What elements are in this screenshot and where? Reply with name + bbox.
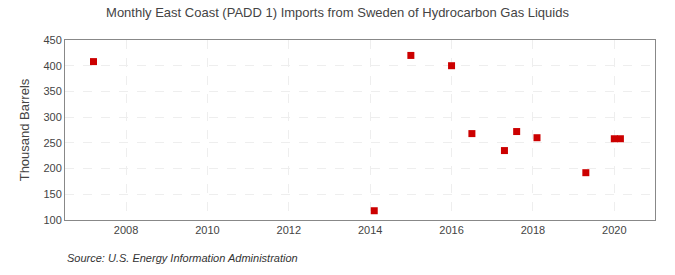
svg-text:Monthly East Coast (PADD 1) Im: Monthly East Coast (PADD 1) Imports from…	[106, 5, 569, 20]
svg-text:400: 400	[43, 60, 61, 72]
svg-text:100: 100	[43, 214, 61, 226]
svg-text:200: 200	[43, 162, 61, 174]
svg-text:2020: 2020	[602, 224, 626, 236]
svg-text:150: 150	[43, 188, 61, 200]
svg-text:2012: 2012	[277, 224, 301, 236]
svg-text:450: 450	[43, 34, 61, 46]
svg-text:2016: 2016	[439, 224, 463, 236]
svg-text:Source: U.S. Energy Informatio: Source: U.S. Energy Information Administ…	[67, 252, 298, 264]
svg-text:300: 300	[43, 111, 61, 123]
svg-text:2014: 2014	[358, 224, 382, 236]
svg-text:2010: 2010	[195, 224, 219, 236]
svg-text:2008: 2008	[114, 224, 138, 236]
svg-text:2018: 2018	[521, 224, 545, 236]
svg-text:250: 250	[43, 137, 61, 149]
svg-text:Thousand Barrels: Thousand Barrels	[17, 78, 32, 181]
svg-text:350: 350	[43, 85, 61, 97]
